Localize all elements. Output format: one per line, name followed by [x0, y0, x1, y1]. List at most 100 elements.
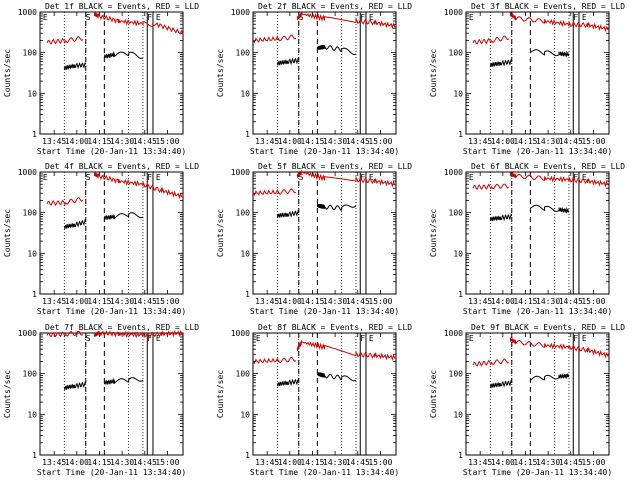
y-tick-label: 1000	[18, 329, 37, 338]
lld-series	[472, 183, 510, 191]
chart-title: Det 6f BLACK = Events, RED = LLD	[471, 162, 625, 171]
x-tick-label: 14:45	[559, 297, 583, 306]
chart-panel: Det 3f BLACK = Events, RED = LLD Counts/s…	[429, 2, 625, 156]
plot-frame	[465, 11, 610, 135]
lld-series	[509, 172, 610, 188]
x-tick-label: 14:30	[110, 137, 134, 146]
x-tick-label: 14:15	[87, 297, 111, 306]
y-tick-label: 10	[453, 89, 463, 98]
x-tick-label: 14:00	[278, 297, 302, 306]
x-tick-label: 13:45	[42, 458, 66, 467]
events-series	[530, 373, 570, 381]
x-tick-label: 14:00	[491, 137, 515, 146]
y-tick-label: 1	[245, 290, 250, 299]
y-tick-label: 1000	[231, 8, 250, 17]
x-tick-label: 14:45	[346, 297, 370, 306]
y-tick-label: 100	[236, 209, 251, 218]
y-tick-label: 1	[245, 130, 250, 139]
lld-series	[252, 34, 297, 44]
event-marker: E	[582, 334, 587, 343]
chart-panel: Det 5f BLACK = Events, RED = LLD Counts/s…	[216, 162, 412, 316]
x-tick-label: 14:45	[559, 458, 583, 467]
y-tick-label: 100	[449, 49, 464, 58]
y-axis-label: Counts/sec	[3, 209, 12, 257]
lld-series	[93, 12, 184, 35]
chart-panel: Det 8f BLACK = Events, RED = LLD Counts/s…	[216, 323, 412, 477]
events-series	[316, 44, 357, 56]
y-tick-label: 1000	[18, 8, 37, 17]
x-tick-label: 14:00	[65, 297, 89, 306]
x-axis-label: Start Time (20-Jan-11 13:34:40)	[37, 468, 186, 477]
x-tick-label: 14:45	[133, 297, 157, 306]
x-axis-label: Start Time (20-Jan-11 13:34:40)	[250, 468, 399, 477]
y-tick-label: 1	[32, 451, 37, 460]
events-series	[103, 377, 144, 385]
event-marker: F	[147, 334, 152, 343]
events-series	[489, 58, 513, 68]
event-marker: S	[86, 13, 91, 22]
x-tick-label: 14:30	[323, 297, 347, 306]
events-series	[103, 50, 144, 59]
lld-series	[252, 188, 297, 197]
x-tick-label: 14:00	[65, 458, 89, 467]
x-tick-label: 14:15	[87, 137, 111, 146]
event-marker: F	[147, 173, 152, 182]
y-axis-label: Counts/sec	[216, 370, 225, 418]
x-tick-label: 13:45	[42, 297, 66, 306]
x-tick-label: 14:00	[278, 137, 302, 146]
events-series	[276, 57, 300, 66]
x-axis-label: Start Time (20-Jan-11 13:34:40)	[37, 307, 186, 316]
x-tick-label: 15:00	[155, 297, 179, 306]
events-series	[63, 218, 87, 230]
x-tick-label: 14:15	[513, 458, 537, 467]
x-tick-label: 13:45	[468, 458, 492, 467]
event-marker: E	[469, 13, 474, 22]
event-marker: F	[360, 13, 365, 22]
y-tick-label: 10	[27, 410, 37, 419]
y-tick-label: 10	[27, 249, 37, 258]
y-tick-label: 10	[27, 89, 37, 98]
event-marker: E	[156, 334, 161, 343]
event-marker: F	[360, 334, 365, 343]
lld-series	[296, 12, 396, 30]
x-tick-label: 14:00	[278, 458, 302, 467]
event-marker: E	[43, 173, 48, 182]
events-series	[103, 212, 144, 220]
x-axis-label: Start Time (20-Jan-11 13:34:40)	[463, 468, 612, 477]
event-marker: S	[86, 334, 91, 343]
chart-panel: Det 4f BLACK = Events, RED = LLD Counts/s…	[3, 162, 199, 316]
y-axis-label: Counts/sec	[3, 49, 12, 97]
x-tick-label: 14:30	[323, 458, 347, 467]
event-marker: E	[256, 334, 261, 343]
plot-frame	[39, 11, 184, 135]
events-series	[63, 381, 87, 391]
chart-title: Det 4f BLACK = Events, RED = LLD	[45, 162, 199, 171]
lld-series	[296, 170, 397, 188]
y-tick-label: 1000	[231, 329, 250, 338]
event-marker: E	[156, 173, 161, 182]
event-marker: S	[86, 173, 91, 182]
y-tick-label: 1	[458, 451, 463, 460]
y-tick-label: 100	[23, 370, 38, 379]
event-marker: E	[369, 13, 374, 22]
x-tick-label: 14:30	[536, 458, 560, 467]
chart-panel: Det 6f BLACK = Events, RED = LLD Counts/s…	[429, 162, 625, 316]
x-axis-label: Start Time (20-Jan-11 13:34:40)	[37, 147, 186, 156]
x-tick-label: 14:30	[323, 137, 347, 146]
events-series	[316, 203, 357, 211]
x-tick-label: 14:15	[87, 458, 111, 467]
event-marker: E	[582, 173, 587, 182]
chart-panel: Det 7f BLACK = Events, RED = LLD Counts/s…	[3, 323, 199, 477]
y-tick-label: 1	[32, 130, 37, 139]
x-tick-label: 13:45	[468, 137, 492, 146]
y-tick-label: 100	[236, 49, 251, 58]
x-tick-label: 15:00	[581, 297, 605, 306]
event-marker: S	[299, 13, 304, 22]
chart-title: Det 7f BLACK = Events, RED = LLD	[45, 323, 199, 332]
x-tick-label: 15:00	[581, 458, 605, 467]
x-tick-label: 14:45	[346, 458, 370, 467]
y-axis-label: Counts/sec	[3, 370, 12, 418]
events-series	[489, 379, 513, 389]
events-series	[316, 372, 357, 382]
